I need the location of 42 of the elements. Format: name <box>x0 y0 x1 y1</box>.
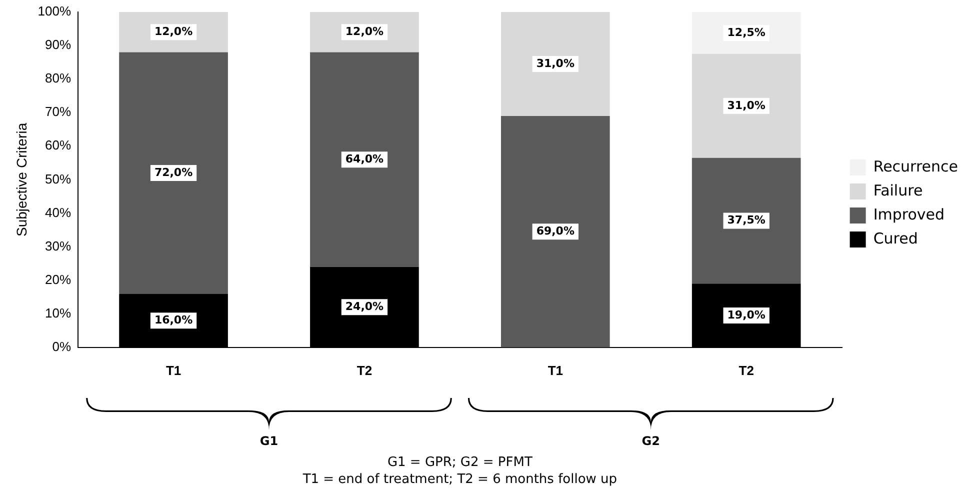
bar <box>500 12 610 116</box>
data-label: 24,0% <box>345 300 384 314</box>
data-label: 69,0% <box>536 224 574 238</box>
legend-label: Failure <box>873 181 923 200</box>
data-label: 72,0% <box>154 166 193 179</box>
data-label: 16,0% <box>154 313 193 326</box>
y-tick-label: 60% <box>45 138 72 153</box>
bar <box>500 116 610 348</box>
legend-label: Improved <box>873 205 945 224</box>
y-axis-title: Subjective Criteria <box>13 122 30 237</box>
text: G1 <box>260 434 278 448</box>
data-label: 64,0% <box>345 152 384 166</box>
x-tick-label: T2 <box>356 362 372 378</box>
bar <box>310 52 419 267</box>
y-tick-label: 50% <box>45 171 72 186</box>
data-label: 37,5% <box>727 214 766 227</box>
x-tick-label: T1 <box>166 362 182 378</box>
legend-label: Recurrence <box>873 157 958 176</box>
text: G1 = GPR; G2 = PFMT <box>387 455 532 470</box>
y-tick-label: 0% <box>52 338 72 354</box>
y-tick-label: 90% <box>45 37 72 52</box>
x-tick-label: T1 <box>548 362 563 378</box>
data-label: 12,0% <box>154 24 193 38</box>
y-tick-label: 70% <box>45 104 72 120</box>
data-label: 19,0% <box>727 308 766 322</box>
y-tick-label: 20% <box>45 272 72 287</box>
data-label: 12,5% <box>727 26 766 39</box>
legend-label: Cured <box>873 229 918 248</box>
bar <box>692 54 801 158</box>
data-label: 12,0% <box>345 24 384 38</box>
text: T1 = end of treatment; T2 = 6 months follow up <box>302 472 618 487</box>
y-tick-label: 80% <box>45 70 72 86</box>
bar <box>119 52 228 294</box>
y-tick-label: 40% <box>45 204 72 220</box>
x-tick-label: T2 <box>738 362 754 378</box>
y-tick-label: 100% <box>38 4 72 19</box>
data-label: 31,0% <box>536 56 574 70</box>
y-tick-label: 30% <box>45 238 72 254</box>
bar <box>692 158 801 284</box>
data-label: 31,0% <box>727 98 766 112</box>
y-tick-label: 10% <box>45 305 72 320</box>
text: G2 <box>642 434 660 448</box>
